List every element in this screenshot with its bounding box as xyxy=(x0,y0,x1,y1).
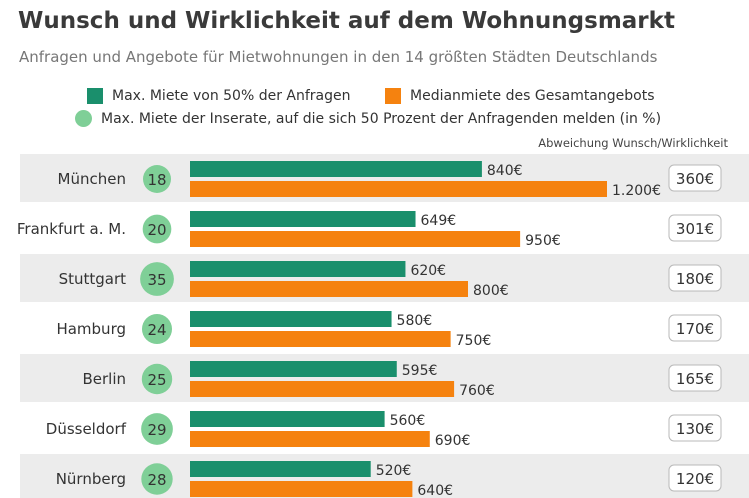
deviation-box xyxy=(668,164,722,192)
percent-circle xyxy=(142,214,172,244)
deviation-box xyxy=(668,464,722,492)
deviation-box xyxy=(668,314,722,342)
deviation-label: 301€ xyxy=(676,220,714,238)
percent-label: 24 xyxy=(147,321,166,339)
deviation-box xyxy=(668,414,722,442)
category-label: Stuttgart xyxy=(59,270,127,288)
offer-value-label: 1.200€ xyxy=(612,183,661,199)
legend-swatch-requests xyxy=(87,88,103,104)
category-label: Nürnberg xyxy=(56,470,126,488)
legend-swatch-percent xyxy=(75,110,92,127)
percent-circle xyxy=(140,262,174,296)
offer-bar xyxy=(190,431,430,447)
percent-circle xyxy=(143,165,171,193)
request-value-label: 520€ xyxy=(376,463,412,479)
request-bar xyxy=(190,211,416,227)
category-label: Berlin xyxy=(82,370,126,388)
percent-circle xyxy=(141,413,173,445)
category-label: Frankfurt a. M. xyxy=(17,220,126,238)
chart-subtitle: Anfragen und Angebote für Mietwohnungen … xyxy=(19,48,658,66)
request-bar xyxy=(190,461,371,477)
offer-bar xyxy=(190,481,413,497)
request-bar xyxy=(190,411,385,427)
offer-value-label: 690€ xyxy=(435,433,471,449)
category-label: Hamburg xyxy=(56,320,126,338)
request-value-label: 620€ xyxy=(410,263,446,279)
legend-label-requests: Max. Miete von 50% der Anfragen xyxy=(112,88,351,104)
percent-label: 25 xyxy=(147,371,166,389)
deviation-label: 120€ xyxy=(676,470,714,488)
request-bar xyxy=(190,311,392,327)
percent-circle xyxy=(141,463,173,495)
percent-circle xyxy=(141,363,173,395)
legend-label-percent: Max. Miete der Inserate, auf die sich 50… xyxy=(101,110,662,127)
request-value-label: 560€ xyxy=(390,413,426,429)
deviation-box xyxy=(668,364,722,392)
percent-label: 20 xyxy=(147,221,166,239)
offer-bar xyxy=(190,231,521,247)
deviation-box xyxy=(668,214,722,242)
request-value-label: 840€ xyxy=(487,163,523,179)
offer-bar xyxy=(190,331,451,347)
request-bar xyxy=(190,361,397,377)
category-label: Düsseldorf xyxy=(46,420,127,438)
percent-label: 35 xyxy=(147,271,166,289)
percent-label: 28 xyxy=(147,471,166,489)
percent-label: 18 xyxy=(147,171,166,189)
request-bar xyxy=(190,261,406,277)
legend-item-requests: Max. Miete von 50% der Anfragen xyxy=(87,88,351,104)
chart-title: Wunsch und Wirklichkeit auf dem Wohnungs… xyxy=(18,8,675,34)
percent-circle xyxy=(141,313,173,345)
offer-value-label: 760€ xyxy=(459,383,495,399)
deviation-label: 180€ xyxy=(676,270,714,288)
deviation-box xyxy=(668,264,722,292)
deviation-label: 130€ xyxy=(676,420,714,438)
deviation-header: Abweichung Wunsch/Wirklichkeit xyxy=(538,136,728,150)
request-value-label: 580€ xyxy=(397,313,433,329)
offer-value-label: 640€ xyxy=(417,483,453,498)
offer-bar xyxy=(190,281,468,297)
legend-swatch-offers xyxy=(385,88,401,104)
legend-item-percent: Max. Miete der Inserate, auf die sich 50… xyxy=(75,110,661,127)
percent-label: 29 xyxy=(147,421,166,439)
request-value-label: 649€ xyxy=(421,213,457,229)
offer-value-label: 800€ xyxy=(473,283,509,299)
legend-item-offers: Medianmiete des Gesamtangebots xyxy=(385,88,655,104)
deviation-label: 360€ xyxy=(676,170,714,188)
offer-bar xyxy=(190,181,607,197)
offer-value-label: 750€ xyxy=(456,333,492,349)
offer-value-label: 950€ xyxy=(525,233,561,249)
category-label: München xyxy=(58,170,126,188)
offer-bar xyxy=(190,381,455,397)
request-value-label: 595€ xyxy=(402,363,438,379)
legend-label-offers: Medianmiete des Gesamtangebots xyxy=(410,88,655,104)
request-bar xyxy=(190,161,482,177)
deviation-label: 165€ xyxy=(676,370,714,388)
deviation-label: 170€ xyxy=(676,320,714,338)
